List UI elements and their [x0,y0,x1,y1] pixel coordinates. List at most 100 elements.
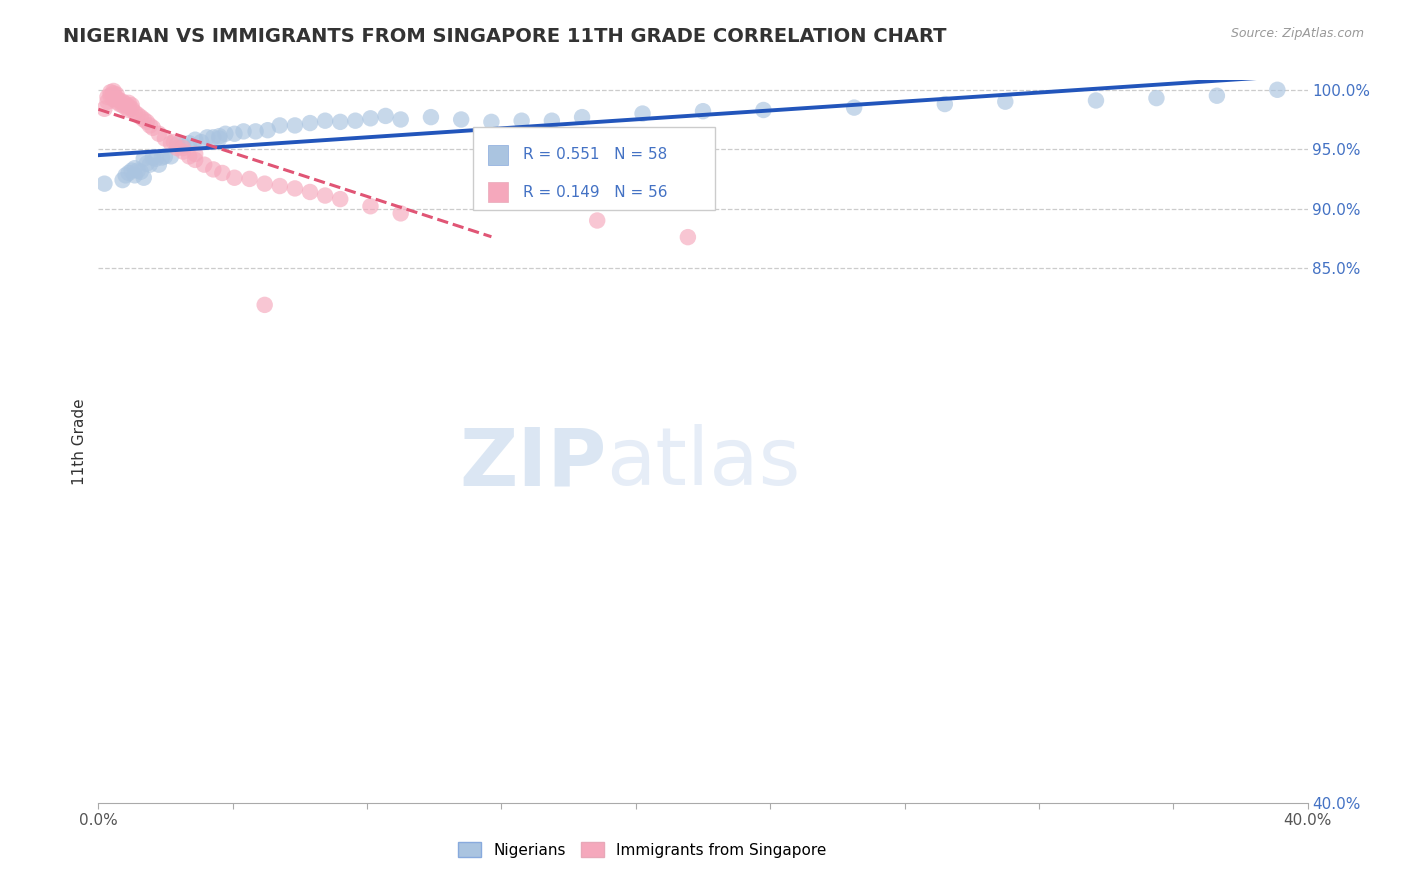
Point [118,103,141,117]
Point [160,136,183,151]
Point [145,152,167,166]
Point [142,120,165,135]
FancyBboxPatch shape [488,182,508,202]
Point [124,105,146,120]
Point [172,145,194,159]
Point [360,112,382,126]
Point [253,298,276,312]
Point [132,152,155,166]
Point [121,102,143,116]
Point [179,136,201,151]
Point [586,213,609,227]
Point [163,135,186,149]
Point [284,181,307,195]
Point [389,206,412,220]
Point [214,127,236,141]
Point [93,177,115,191]
Point [202,130,225,145]
Point [127,108,149,122]
FancyBboxPatch shape [488,145,508,165]
Point [184,153,207,167]
Point [1085,94,1108,108]
Point [103,84,125,98]
Point [344,113,367,128]
Point [934,97,956,112]
Point [139,158,162,172]
Point [676,230,699,244]
Point [108,94,131,108]
Point [1144,91,1167,105]
Point [103,88,125,103]
Point [132,112,155,127]
Point [111,98,134,112]
Point [103,87,125,101]
Point [139,119,162,133]
Point [224,127,246,141]
Point [100,85,122,99]
Point [111,173,134,187]
Point [127,163,149,178]
Point [329,192,352,206]
Point [96,90,118,104]
Point [195,130,218,145]
Text: R = 0.551   N = 58: R = 0.551 N = 58 [523,147,666,162]
Point [269,179,291,194]
Point [1267,83,1289,97]
Point [132,170,155,185]
Point [142,151,165,165]
Point [121,98,143,112]
Point [166,141,188,155]
Point [510,113,533,128]
Point [166,137,188,152]
Point [752,103,775,117]
Point [208,129,231,144]
Point [93,102,115,116]
Point [329,115,352,129]
Point [114,97,136,112]
Point [105,91,128,105]
Point [450,112,472,127]
Point [135,115,157,129]
Point [420,110,443,124]
Point [114,169,136,183]
Point [299,116,322,130]
Point [108,97,131,112]
Point [172,138,194,153]
Point [314,188,336,202]
Point [172,141,194,155]
Point [224,170,246,185]
Point [105,95,128,109]
Point [208,131,231,145]
Point [153,131,176,145]
Point [193,158,215,172]
Y-axis label: 11th Grade: 11th Grade [72,398,87,485]
Point [571,110,593,124]
Point [994,95,1017,109]
Point [389,112,412,127]
Point [148,127,170,141]
Point [245,124,267,138]
Point [202,162,225,177]
Point [540,113,562,128]
Point [129,165,152,179]
Point [129,110,152,124]
Point [631,106,654,120]
Point [190,135,212,149]
Point [1206,88,1229,103]
Text: atlas: atlas [606,425,800,502]
Point [184,147,207,161]
Point [692,104,714,119]
Point [105,87,128,102]
Point [150,151,173,165]
Legend: Nigerians, Immigrants from Singapore: Nigerians, Immigrants from Singapore [453,836,832,863]
FancyBboxPatch shape [474,128,716,211]
Point [124,161,146,176]
Point [481,115,503,129]
Point [118,95,141,110]
Point [374,109,396,123]
Text: NIGERIAN VS IMMIGRANTS FROM SINGAPORE 11TH GRADE CORRELATION CHART: NIGERIAN VS IMMIGRANTS FROM SINGAPORE 11… [63,27,946,45]
Point [253,177,276,191]
Point [160,149,183,163]
Point [256,123,278,137]
Point [239,172,262,186]
